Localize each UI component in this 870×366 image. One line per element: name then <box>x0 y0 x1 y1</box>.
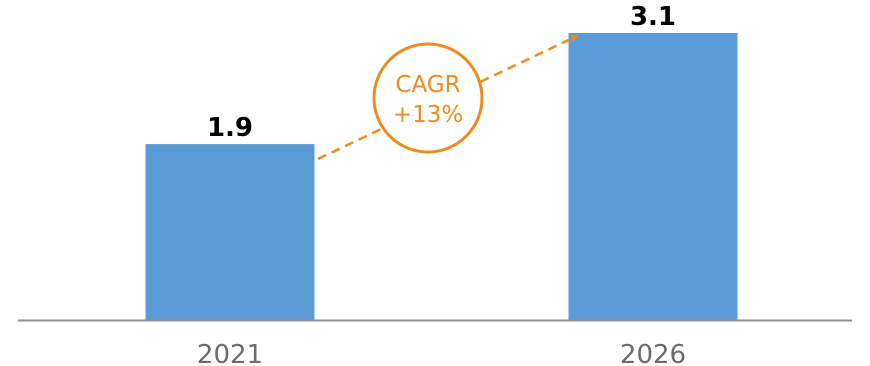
tick-labels-group: 2021 2026 <box>197 340 686 366</box>
cagr-label: CAGR <box>395 72 460 98</box>
bar-2021 <box>145 144 315 320</box>
bars-group <box>145 33 738 320</box>
value-label-2026: 3.1 <box>630 2 676 32</box>
value-label-2021: 1.9 <box>207 113 253 143</box>
x-tick-label-2021: 2021 <box>197 340 263 366</box>
x-tick-label-2026: 2026 <box>620 340 686 366</box>
value-labels-group: 1.9 3.1 <box>207 2 676 143</box>
cagr-circle <box>372 42 484 154</box>
bar-2026 <box>568 33 738 320</box>
cagr-value: +13% <box>393 102 463 128</box>
cagr-annotation: CAGR +13% <box>317 34 579 161</box>
